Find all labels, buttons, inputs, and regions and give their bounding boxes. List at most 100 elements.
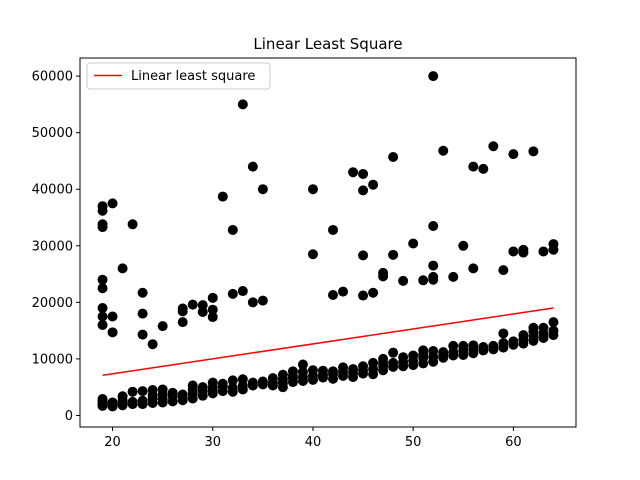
data-point	[528, 322, 539, 333]
least-squares-line	[102, 307, 554, 377]
y-tick-label: 30000	[32, 239, 73, 254]
data-point	[478, 342, 489, 353]
data-point	[227, 375, 238, 386]
y-tick-label: 0	[65, 409, 73, 424]
data-point	[107, 327, 118, 338]
data-point	[157, 321, 168, 332]
axes: 20 30 40 50 60 0 10000 20000 30000 40000 50000 6000…	[32, 57, 577, 450]
data-point	[358, 290, 369, 301]
data-point	[508, 246, 519, 257]
data-point	[187, 299, 198, 310]
data-point	[358, 361, 369, 372]
data-point	[358, 168, 369, 179]
data-point	[338, 286, 349, 297]
data-point	[247, 297, 258, 308]
y-tick-label: 50000	[32, 126, 73, 141]
data-point	[548, 325, 559, 336]
data-point	[428, 271, 439, 282]
data-point	[147, 339, 158, 350]
data-point	[247, 377, 258, 388]
data-point	[257, 184, 268, 195]
chart-title: Linear Least Square	[253, 35, 402, 53]
data-point	[187, 380, 198, 391]
data-point	[428, 71, 439, 82]
data-point	[227, 288, 238, 299]
data-point	[237, 374, 248, 385]
data-point	[307, 365, 318, 376]
data-point	[538, 322, 549, 333]
data-point	[378, 267, 389, 278]
data-point	[137, 308, 148, 319]
data-point	[127, 219, 138, 230]
data-point	[257, 376, 268, 387]
data-point	[227, 382, 238, 393]
legend-label: Linear least square	[131, 69, 255, 84]
data-point	[348, 167, 359, 178]
data-point	[307, 184, 318, 195]
data-point	[388, 357, 399, 368]
data-point	[97, 311, 108, 322]
legend-box	[86, 62, 271, 90]
data-point	[307, 249, 318, 260]
data-point	[217, 378, 228, 389]
data-point	[398, 352, 409, 363]
data-point	[358, 250, 369, 261]
x-tick-label: 60	[505, 435, 522, 450]
data-point	[97, 283, 108, 294]
data-point	[207, 292, 218, 303]
data-point	[408, 350, 419, 361]
data-point	[107, 397, 118, 408]
data-point	[548, 317, 559, 328]
data-point	[338, 362, 349, 373]
data-point	[388, 347, 399, 358]
data-point	[518, 330, 529, 341]
x-tick-label: 30	[204, 435, 221, 450]
data-point	[508, 336, 519, 347]
x-tick-label: 20	[104, 435, 121, 450]
data-point	[137, 386, 148, 397]
data-point	[257, 295, 268, 306]
data-point	[217, 191, 228, 202]
data-point	[438, 145, 449, 156]
data-point	[277, 369, 288, 380]
data-point	[107, 311, 118, 322]
y-tick-label: 10000	[32, 352, 73, 367]
data-point	[117, 263, 128, 274]
data-point	[167, 387, 178, 398]
data-point	[117, 391, 128, 402]
data-point	[508, 149, 519, 160]
data-point	[247, 161, 258, 172]
data-point	[468, 340, 479, 351]
y-tick-label: 20000	[32, 296, 73, 311]
data-point	[97, 394, 108, 405]
data-point	[468, 161, 479, 172]
data-point	[428, 345, 439, 356]
data-point	[197, 300, 208, 311]
data-point	[177, 303, 188, 314]
data-point	[297, 366, 308, 377]
data-point	[97, 319, 108, 330]
data-point	[498, 265, 509, 276]
data-point	[97, 274, 108, 285]
data-point	[548, 239, 559, 250]
data-point	[498, 338, 509, 349]
data-point	[448, 271, 459, 282]
data-point	[368, 357, 379, 368]
x-tick-label: 50	[405, 435, 422, 450]
data-point	[237, 286, 248, 297]
data-point	[428, 220, 439, 231]
data-point	[207, 304, 218, 315]
data-point	[127, 386, 138, 397]
data-point	[428, 260, 439, 271]
data-point	[197, 382, 208, 393]
data-point	[438, 347, 449, 358]
data-point	[317, 365, 328, 376]
data-point	[137, 329, 148, 340]
axes-frame	[79, 57, 577, 428]
data-point	[388, 249, 399, 260]
data-point	[177, 389, 188, 400]
data-point	[207, 312, 218, 323]
data-point	[107, 198, 118, 209]
data-point	[398, 275, 409, 286]
data-point	[538, 246, 549, 257]
